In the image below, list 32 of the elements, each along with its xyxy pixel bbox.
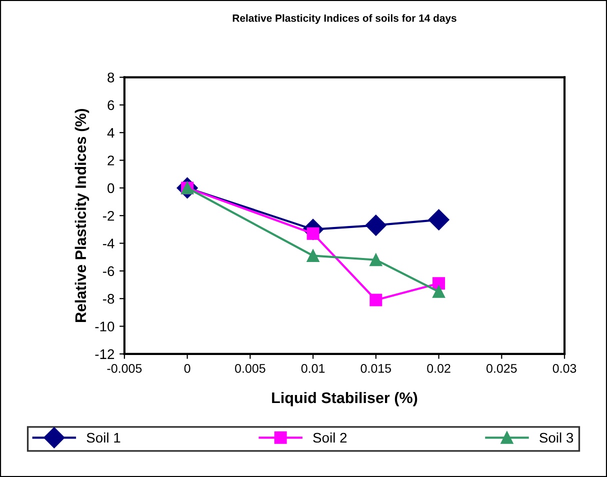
point bbox=[432, 277, 446, 290]
point bbox=[370, 294, 382, 306]
x-axis-title: Liquid Stabiliser (%) bbox=[272, 392, 418, 406]
y-tick-label: 0 bbox=[108, 183, 114, 194]
point bbox=[370, 254, 382, 266]
y-tick-label: 6 bbox=[108, 100, 114, 110]
point bbox=[306, 249, 320, 262]
y-tick-label: 4 bbox=[107, 128, 114, 138]
legend-label: Soil 3 bbox=[540, 432, 574, 443]
y-tick-label: 2 bbox=[108, 156, 114, 166]
x-tick-label: 0.025 bbox=[486, 364, 517, 373]
legend-label: Soil 2 bbox=[313, 432, 347, 443]
y-tick-label: 8 bbox=[108, 72, 114, 82]
x-tick-label: 0.02 bbox=[427, 364, 450, 373]
y-tick-label: -4 bbox=[102, 238, 114, 248]
point bbox=[432, 285, 446, 298]
x-tick-label: 0.015 bbox=[360, 364, 392, 373]
legend-label: Soil 1 bbox=[86, 432, 120, 443]
x-tick-label: 0.01 bbox=[301, 364, 325, 373]
point bbox=[365, 214, 386, 236]
x-tick-label: 0 bbox=[184, 364, 190, 373]
x-tick-label: 0.03 bbox=[552, 364, 576, 373]
y-tick-label: -2 bbox=[102, 210, 114, 221]
y-axis-title: Relative Plasticity Indices (%) bbox=[74, 108, 90, 322]
y-tick-label: -6 bbox=[102, 266, 114, 276]
point bbox=[428, 209, 450, 230]
x-tick-label: 0.005 bbox=[235, 364, 266, 373]
y-tick-label: -10 bbox=[95, 322, 114, 332]
y-tick-label: -8 bbox=[102, 294, 114, 304]
y-tick-label: -12 bbox=[95, 349, 114, 359]
x-tick-label: -0.005 bbox=[107, 364, 142, 373]
chart-title: Relative Plasticity Indices of soils for 14 days bbox=[232, 14, 456, 24]
